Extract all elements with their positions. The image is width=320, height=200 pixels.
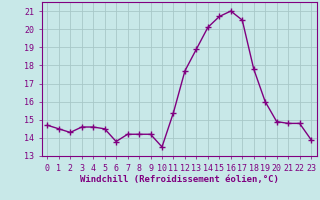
- X-axis label: Windchill (Refroidissement éolien,°C): Windchill (Refroidissement éolien,°C): [80, 175, 279, 184]
